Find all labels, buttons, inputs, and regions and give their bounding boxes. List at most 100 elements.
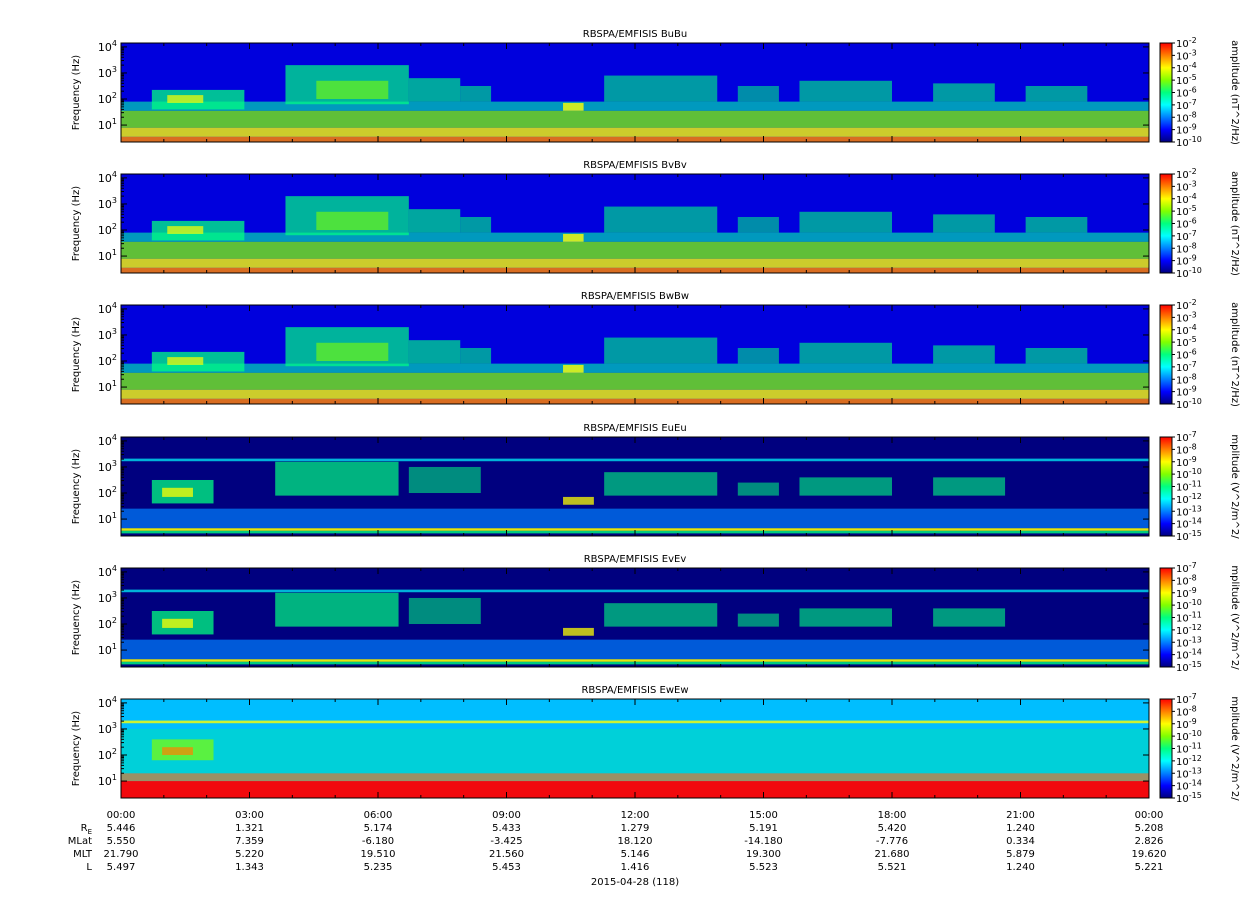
ephemeris-value: 5.220	[235, 849, 264, 860]
colorbar-tick-exp: -13	[1189, 766, 1202, 775]
colorbar-tick-base: 10	[1176, 126, 1189, 137]
y-tick-base: 10	[98, 224, 112, 237]
colorbar	[1159, 436, 1173, 537]
y-tick-base: 10	[98, 775, 112, 788]
colorbar-tick-label: 10-8	[1176, 573, 1197, 587]
colorbar-tick-exp: -5	[1189, 204, 1197, 213]
ephemeris-value: 19.510	[361, 849, 396, 860]
colorbar-tick-label: 10-3	[1176, 48, 1197, 62]
ephemeris-value: 5.446	[107, 823, 136, 834]
colorbar-tick-base: 10	[1176, 64, 1189, 75]
colorbar-tick-label: 10-5	[1176, 335, 1197, 349]
y-tick-label: 102	[98, 485, 117, 500]
colorbar-tick-exp: -9	[1189, 123, 1197, 132]
ephemeris-value: 1.240	[1006, 862, 1035, 873]
spectrogram-patch	[933, 345, 995, 364]
y-tick-base: 10	[98, 172, 112, 185]
spectrogram-patch	[121, 363, 1149, 373]
colorbar-label: mplitude (V^2/m^2/	[1229, 565, 1240, 670]
colorbar-label: mplitude (V^2/m^2/	[1229, 434, 1240, 539]
ephemeris-label: L	[86, 862, 92, 873]
colorbar-tick-exp: -12	[1189, 492, 1202, 501]
y-tick-label: 102	[98, 222, 117, 237]
colorbar-tick-exp: -4	[1189, 323, 1197, 332]
ephemeris-value: -6.180	[362, 836, 394, 847]
colorbar-tick-exp: -9	[1189, 455, 1197, 464]
spectrogram-patch	[933, 214, 995, 233]
colorbar-tick-base: 10	[1176, 601, 1189, 612]
colorbar-tick-base: 10	[1176, 794, 1189, 805]
colorbar-tick-label: 10-7	[1176, 430, 1197, 444]
y-tick-label: 103	[98, 327, 117, 342]
colorbar-tick-label: 10-7	[1176, 98, 1197, 112]
spectrogram-patch	[563, 364, 584, 373]
colorbar-tick-base: 10	[1176, 326, 1189, 337]
colorbar-tick-label: 10-8	[1176, 372, 1197, 386]
colorbar	[1159, 304, 1173, 405]
ephemeris-value: 5.221	[1135, 862, 1164, 873]
colorbar-tick-label: 10-10	[1176, 729, 1202, 743]
colorbar-tick-exp: -2	[1189, 36, 1197, 45]
spectrogram-patch	[167, 226, 204, 234]
ephemeris-name: R	[81, 823, 88, 834]
colorbar-tick-label: 10-13	[1176, 635, 1202, 649]
x-tick-label: 18:00	[878, 810, 907, 821]
colorbar-tick-base: 10	[1176, 220, 1189, 231]
y-tick-label: 104	[98, 301, 117, 316]
colorbar-tick-label: 10-13	[1176, 504, 1202, 518]
colorbar-tick-label: 10-2	[1176, 36, 1197, 50]
colorbar-tick-exp: -5	[1189, 335, 1197, 344]
colorbar-tick-label: 10-12	[1176, 754, 1202, 768]
colorbar-tick-exp: -11	[1189, 480, 1202, 489]
colorbar-tick-exp: -4	[1189, 61, 1197, 70]
colorbar-tick-label: 10-10	[1176, 467, 1202, 481]
colorbar-label: amplitude (nT^2/Hz)	[1229, 302, 1240, 407]
x-tick-label: 00:00	[107, 810, 136, 821]
colorbar-tick-exp: -7	[1189, 692, 1197, 701]
colorbar-tick-label: 10-12	[1176, 623, 1202, 637]
spectrogram-patch	[737, 216, 779, 233]
colorbar	[1159, 567, 1173, 668]
colorbar-tick-exp: -7	[1189, 561, 1197, 570]
y-tick-base: 10	[98, 697, 112, 710]
colorbar-tick-label: 10-4	[1176, 61, 1197, 75]
colorbar-tick-base: 10	[1176, 433, 1189, 444]
y-tick-label: 103	[98, 459, 117, 474]
spectrogram-patch	[799, 80, 892, 102]
y-tick-label: 104	[98, 695, 117, 710]
ephemeris-value: 5.174	[364, 823, 393, 834]
colorbar-tick-base: 10	[1176, 651, 1189, 662]
colorbar-tick-base: 10	[1176, 707, 1189, 718]
colorbar-tick-base: 10	[1176, 39, 1189, 50]
colorbar-tick-label: 10-10	[1176, 397, 1202, 411]
colorbar-tick-base: 10	[1176, 757, 1189, 768]
ephemeris-value: 5.146	[621, 849, 650, 860]
colorbar-tick-exp: -12	[1189, 754, 1202, 763]
colorbar-tick-exp: -3	[1189, 310, 1197, 319]
time-axis: 00:00 03:00 06:00 09:00 12:00 15:00 18:00 21:00…	[68, 810, 1167, 888]
date-label: 2015-04-28 (118)	[591, 877, 679, 888]
colorbar-tick-exp: -15	[1189, 791, 1202, 800]
y-tick-exp: 3	[112, 721, 117, 730]
colorbar-tick-exp: -14	[1189, 779, 1202, 788]
y-tick-label: 102	[98, 91, 117, 106]
ephemeris-value: 1.240	[1006, 823, 1035, 834]
colorbar-tick-exp: -13	[1189, 635, 1202, 644]
ephemeris-value: 5.433	[492, 823, 521, 834]
colorbar-tick-exp: -7	[1189, 430, 1197, 439]
colorbar-tick-exp: -8	[1189, 704, 1197, 713]
y-tick-exp: 4	[112, 170, 117, 179]
ephemeris-value: 5.521	[878, 862, 907, 873]
spectrogram-patch	[162, 487, 193, 497]
ephemeris-value: 19.620	[1132, 849, 1167, 860]
colorbar-tick-exp: -11	[1189, 611, 1202, 620]
ephemeris-value: 1.343	[235, 862, 264, 873]
y-tick-label: 103	[98, 65, 117, 80]
y-axis-label: Frequency (Hz)	[71, 711, 82, 787]
y-tick-exp: 2	[112, 222, 117, 231]
spectrogram-patch	[121, 241, 1149, 259]
spectrogram-patch	[737, 613, 779, 627]
